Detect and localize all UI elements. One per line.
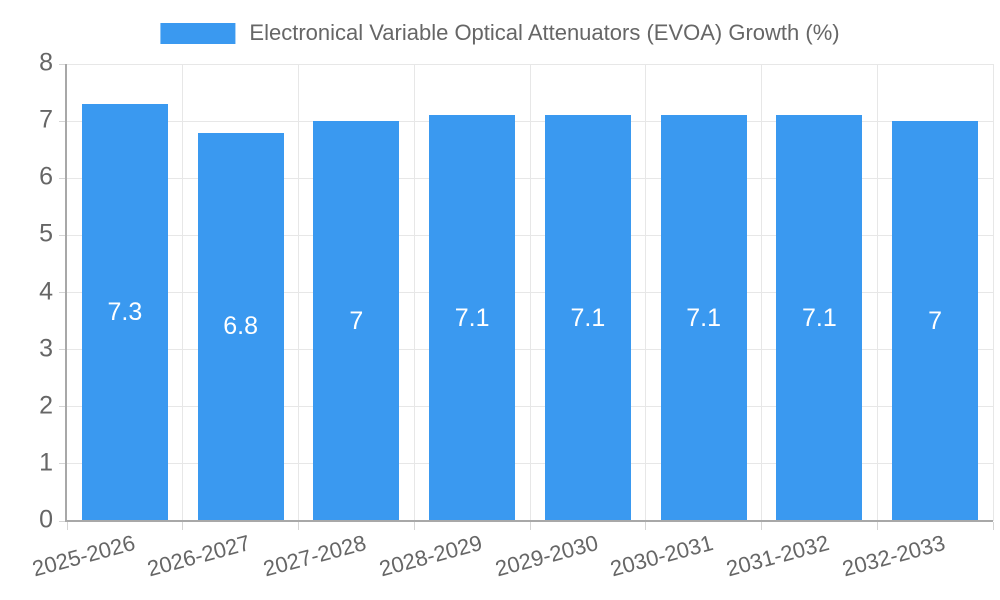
y-axis-tick-mark [59,63,67,65]
x-axis-tick-label: 2032-2033 [839,530,948,582]
y-axis-tick-label: 7 [39,105,53,134]
bar-value-label: 7.1 [570,303,606,332]
y-axis-tick-mark [59,234,67,236]
bar-value-label: 7 [349,306,364,335]
x-axis-tick-mark [761,522,762,530]
vertical-gridline [182,64,184,521]
bar-2028-2029[interactable]: 7.1 [429,115,516,521]
bar-2025-2026[interactable]: 7.3 [81,103,168,521]
y-axis-tick-mark [59,406,67,408]
vertical-gridline [529,64,531,521]
bar-2032-2033[interactable]: 7 [892,121,979,521]
bar-value-label: 7.1 [801,303,837,332]
x-axis-tick-label: 2027-2028 [260,530,369,582]
x-axis-tick-label: 2030-2031 [607,530,717,582]
vertical-gridline [761,64,762,521]
vertical-gridline [413,64,415,521]
y-axis-tick-label: 6 [39,162,53,191]
bar-value-label: 7.1 [454,303,490,332]
y-axis-tick-mark [59,349,67,351]
y-axis-tick-label: 3 [39,333,53,362]
bar-value-label: 7 [928,306,943,335]
x-axis-tick-mark [992,522,994,530]
x-axis-tick-mark [182,522,184,530]
y-axis-line [65,64,67,522]
vertical-gridline [298,64,299,521]
x-axis-tick-mark [876,522,878,530]
x-axis-tick-mark [66,522,68,530]
x-axis-tick-mark [298,522,299,530]
y-axis-tick-label: 0 [39,505,53,534]
y-axis-tick-label: 1 [39,448,53,477]
bar-value-label: 7.3 [107,297,143,326]
bar-2026-2027[interactable]: 6.8 [197,132,284,521]
vertical-gridline [992,64,994,521]
x-axis-tick-label: 2028-2029 [376,530,485,582]
x-axis-line [65,520,993,522]
y-axis-tick-mark [59,177,67,179]
x-axis-tick-mark [529,522,531,530]
y-axis-tick-mark [59,463,67,465]
bar-value-label: 6.8 [223,312,258,341]
vertical-gridline [645,64,647,521]
bar-2031-2032[interactable]: 7.1 [776,115,863,521]
x-axis-tick-label: 2026-2027 [144,530,254,582]
x-axis-tick-label: 2029-2030 [492,530,601,582]
bar-2027-2028[interactable]: 7 [313,121,400,521]
y-axis-tick-label: 8 [39,48,53,77]
x-axis-tick-mark [413,522,415,530]
y-axis-tick-mark [59,292,67,293]
x-axis-tick-label: 2025-2026 [29,530,138,582]
x-axis-tick-mark [645,522,647,530]
legend-item[interactable]: Electronical Variable Optical Attenuator… [160,20,840,46]
bar-2029-2030[interactable]: 7.1 [544,115,631,521]
y-axis-tick-label: 2 [39,391,53,420]
y-axis-tick-label: 4 [39,276,53,305]
bar-value-label: 7.1 [686,303,721,332]
legend-label: Electronical Variable Optical Attenuator… [249,20,840,45]
vertical-gridline [876,64,878,521]
bar-2030-2031[interactable]: 7.1 [660,115,747,521]
y-axis-tick-mark [59,520,67,522]
x-axis-tick-label: 2031-2032 [723,530,832,582]
y-axis-tick-mark [59,120,67,122]
legend-color-swatch [160,22,236,44]
y-axis-tick-label: 5 [39,219,53,248]
